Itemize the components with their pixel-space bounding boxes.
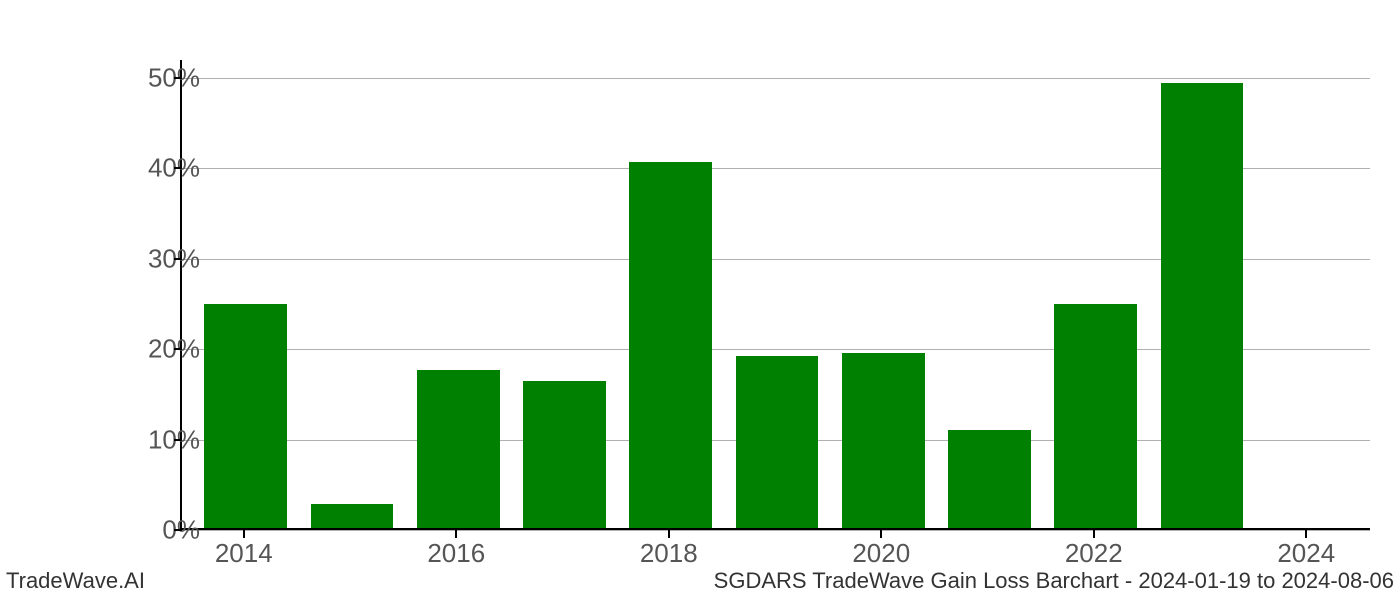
y-tick-label: 30% [130, 243, 200, 274]
bar [204, 304, 287, 528]
y-tick [174, 77, 182, 79]
plot-frame [180, 60, 1370, 530]
y-tick [174, 439, 182, 441]
gridline [182, 530, 1370, 531]
y-tick-label: 10% [130, 424, 200, 455]
y-tick-label: 40% [130, 153, 200, 184]
bar [948, 430, 1031, 528]
bar [417, 370, 500, 528]
gridline [182, 78, 1370, 79]
bar [736, 356, 819, 528]
y-tick [174, 167, 182, 169]
x-tick-label: 2020 [852, 538, 910, 569]
x-tick-label: 2024 [1277, 538, 1335, 569]
bar [523, 381, 606, 528]
x-tick-label: 2018 [640, 538, 698, 569]
y-tick-label: 50% [130, 63, 200, 94]
y-tick-label: 0% [130, 515, 200, 546]
x-tick [455, 530, 457, 538]
x-tick-label: 2016 [427, 538, 485, 569]
x-tick [880, 530, 882, 538]
footer-brand: TradeWave.AI [6, 568, 145, 594]
x-tick-label: 2014 [215, 538, 273, 569]
y-tick-label: 20% [130, 334, 200, 365]
chart-plot-area [180, 60, 1370, 530]
x-tick [243, 530, 245, 538]
x-tick [668, 530, 670, 538]
y-tick [174, 348, 182, 350]
x-tick-label: 2022 [1065, 538, 1123, 569]
bar [842, 353, 925, 528]
bar [1161, 83, 1244, 528]
footer-caption: SGDARS TradeWave Gain Loss Barchart - 20… [714, 568, 1394, 594]
x-tick [1093, 530, 1095, 538]
y-tick [174, 258, 182, 260]
x-tick [1305, 530, 1307, 538]
bar [311, 504, 394, 528]
bar [1054, 304, 1137, 528]
y-tick [174, 529, 182, 531]
bar [629, 162, 712, 528]
